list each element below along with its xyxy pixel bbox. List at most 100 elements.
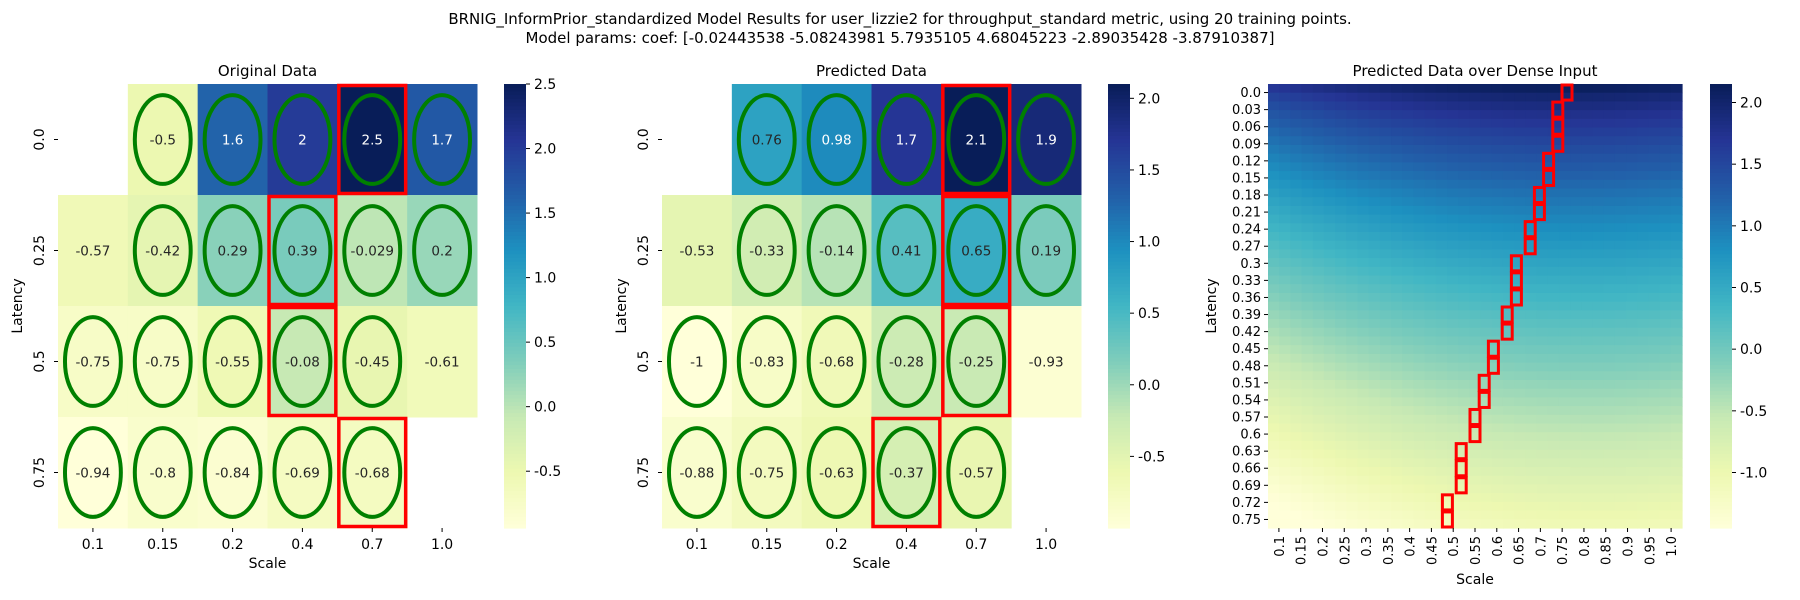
dense-heatmap-cell [1480,484,1493,494]
dense-heatmap-cell [1648,423,1661,433]
dense-heatmap-cell [1458,449,1471,459]
colorbar-segment [1710,331,1732,337]
y-tick-label: 0.5 [32,350,48,372]
dense-heatmap-cell [1592,266,1605,277]
dense-heatmap-cell [1312,501,1325,512]
colorbar-segment [1710,335,1732,340]
dense-heatmap-cell [1379,153,1392,163]
dense-heatmap-cell [1614,188,1627,198]
dense-heatmap-cell [1301,110,1314,120]
dense-heatmap-cell [1379,423,1392,433]
dense-heatmap-cell [1480,197,1493,207]
x-tick-label: 0.2 [1316,536,1331,557]
dense-heatmap-cell [1581,258,1594,268]
dense-heatmap-cell [1413,84,1426,94]
dense-heatmap-cell [1592,214,1605,224]
dense-heatmap-cell [1659,127,1672,137]
dense-heatmap-cell [1626,101,1638,111]
dense-heatmap-cell [1514,371,1526,381]
dense-heatmap-cell [1614,440,1627,451]
cell-value-label: 2 [298,133,307,149]
dense-heatmap-cell [1614,432,1627,442]
dense-heatmap-cell [1536,406,1549,416]
dense-heatmap-cell [1659,153,1672,163]
dense-heatmap-cell [1570,275,1582,285]
x-tick-label: 0.65 [1513,536,1528,565]
dense-heatmap-cell [1637,423,1650,433]
dense-heatmap-cell [1290,153,1303,163]
x-tick-label: 0.15 [1295,536,1310,565]
dense-heatmap-cell [1368,84,1381,94]
dense-heatmap-cell [1536,327,1549,338]
dense-heatmap-cell [1435,284,1448,294]
dense-heatmap-cell [1558,353,1571,364]
dense-heatmap-cell [1323,223,1336,233]
dense-heatmap-cell [1435,240,1448,251]
dense-heatmap-cell [1402,258,1415,268]
dense-heatmap-cell [1502,414,1515,425]
dense-heatmap-cell [1603,310,1616,320]
dense-heatmap-cell [1290,284,1303,294]
dense-heatmap-cell [1514,380,1526,390]
dense-heatmap-cell [1391,171,1403,181]
dense-heatmap-cell [1581,388,1594,399]
dense-heatmap-cell [1626,292,1638,303]
dense-heatmap-cell [1514,118,1526,129]
colorbar-segment [1710,132,1732,137]
dense-heatmap-cell [1558,249,1571,259]
colorbar-segment [1710,383,1732,388]
dense-heatmap-cell [1447,301,1459,311]
dense-heatmap-cell [1558,292,1571,303]
dense-heatmap-cell [1670,136,1683,146]
colorbar-segment [1710,291,1732,296]
dense-heatmap-cell [1402,397,1415,407]
dense-heatmap-cell [1301,84,1314,94]
x-tick-label: 0.45 [1425,536,1440,565]
dense-heatmap-cell [1312,449,1325,459]
dense-heatmap-cell [1379,118,1392,129]
dense-heatmap-cell [1480,449,1493,459]
dense-heatmap-cell [1268,353,1280,364]
dense-heatmap-cell [1525,380,1538,390]
dense-heatmap-cell [1614,292,1627,303]
dense-heatmap-cell [1301,249,1314,259]
dense-heatmap-cell [1458,136,1471,146]
dense-heatmap-cell [1268,284,1280,294]
cell-value-label: 0.65 [961,244,991,260]
dense-heatmap-cell [1357,171,1370,181]
dense-heatmap-cell [1659,223,1672,233]
colorbar-segment [1710,505,1732,511]
dense-heatmap-cell [1268,92,1280,103]
dense-heatmap-cell [1335,153,1347,163]
dense-heatmap-cell [1424,397,1437,407]
dense-heatmap-cell [1592,510,1605,520]
colorbar-segment [1108,306,1130,311]
dense-heatmap-cell [1536,449,1549,459]
dense-heatmap-cell [1346,467,1359,477]
dense-heatmap-cell [1323,84,1336,94]
dense-heatmap-cell [1581,240,1594,251]
cell-value-label: -0.33 [749,244,784,260]
dense-heatmap-cell [1346,153,1359,163]
dense-heatmap-cell [1447,345,1459,355]
dense-heatmap-cell [1480,467,1493,477]
dense-heatmap-cell [1491,136,1504,146]
y-tick-label: 0.25 [636,235,652,266]
dense-heatmap-cell [1525,214,1538,224]
dense-heatmap-cell [1659,310,1672,320]
dense-heatmap-cell [1626,275,1638,285]
dense-heatmap-cell [1368,458,1381,468]
dense-heatmap-cell [1379,205,1392,216]
dense-heatmap-cell [1603,440,1616,451]
dense-heatmap-cell [1648,310,1661,320]
dense-heatmap-cell [1626,327,1638,338]
dense-heatmap-cell [1447,144,1459,155]
dense-heatmap-cell [1536,223,1549,233]
dense-heatmap-cell [1547,205,1560,216]
dense-heatmap-cell [1268,101,1280,111]
dense-heatmap-cell [1480,423,1493,433]
dense-heatmap-cell [1525,458,1538,468]
dense-heatmap-cell [1502,197,1515,207]
dense-heatmap-cell [1301,449,1314,459]
